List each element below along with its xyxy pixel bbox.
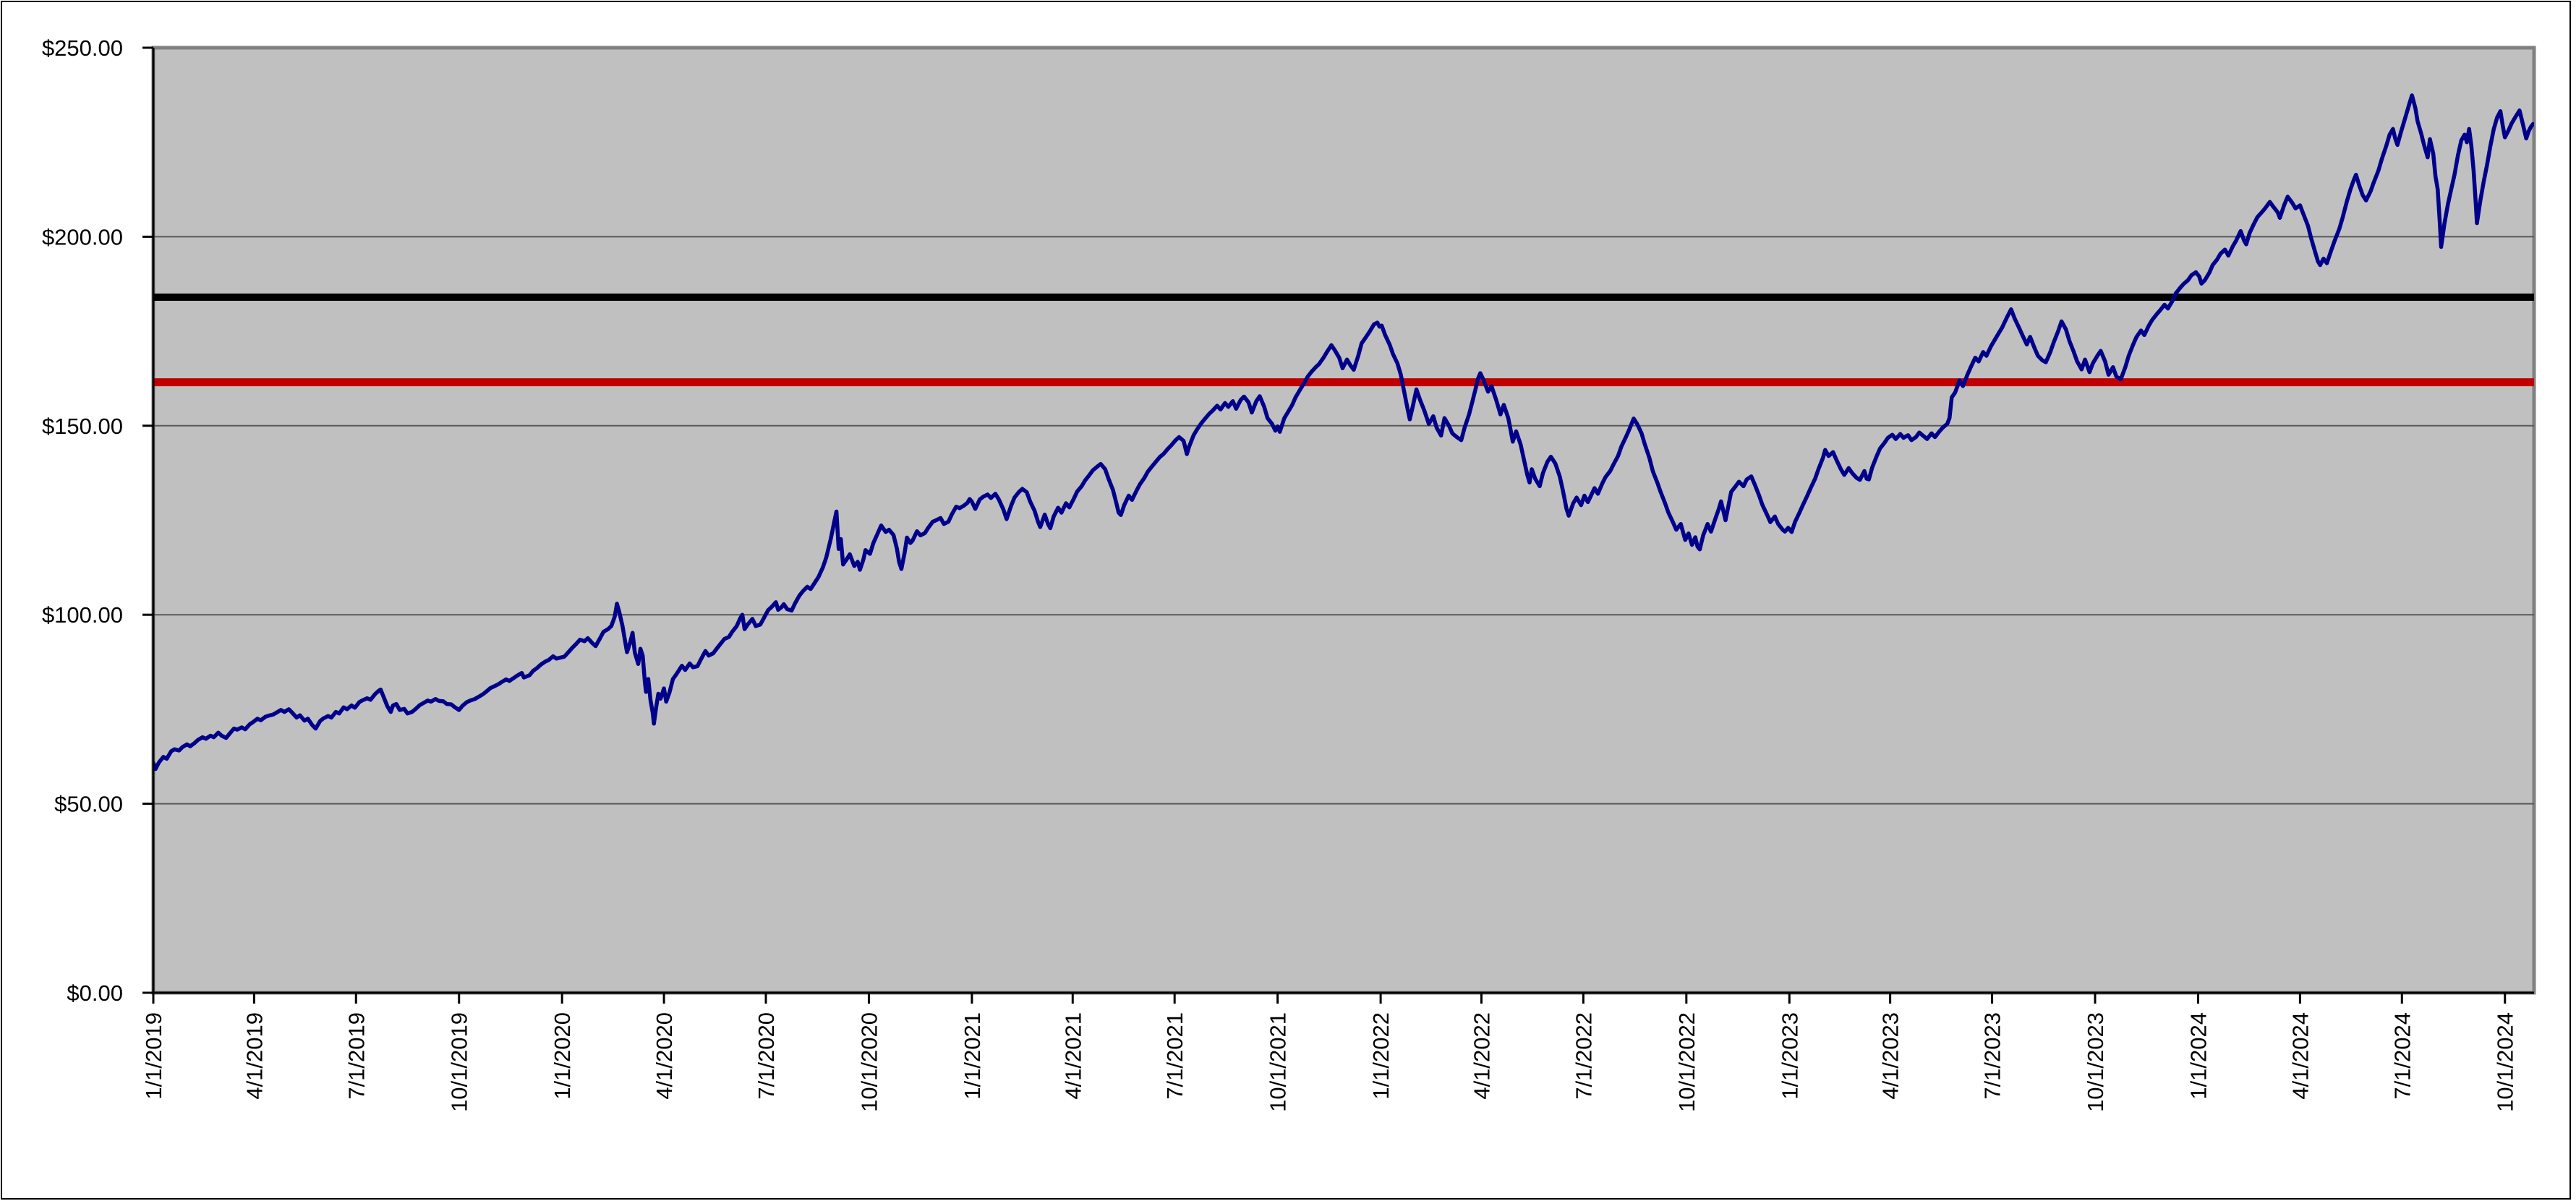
x-tick-label: 7/1/2024 xyxy=(2389,1012,2415,1100)
y-tick-label: $0.00 xyxy=(67,980,123,1006)
x-tick-label: 4/1/2020 xyxy=(652,1012,677,1100)
x-tick-label: 7/1/2021 xyxy=(1162,1012,1187,1100)
x-tick-label: 4/1/2021 xyxy=(1060,1012,1086,1100)
x-tick-label: 1/1/2022 xyxy=(1368,1012,1394,1100)
x-tick-label: 4/1/2022 xyxy=(1469,1012,1494,1100)
x-tick-label: 7/1/2023 xyxy=(1980,1012,2005,1100)
y-tick-label: $50.00 xyxy=(54,792,123,817)
y-tick-label: $200.00 xyxy=(42,224,123,249)
x-tick-label: 4/1/2024 xyxy=(2287,1012,2313,1100)
x-tick-label: 4/1/2023 xyxy=(1878,1012,1903,1100)
x-tick-label: 10/1/2022 xyxy=(1674,1012,1699,1112)
x-tick-label: 1/1/2020 xyxy=(550,1012,575,1100)
x-tick-label: 1/1/2021 xyxy=(960,1012,985,1100)
x-tick-label: 10/1/2021 xyxy=(1266,1012,1291,1112)
x-tick-label: 7/1/2022 xyxy=(1571,1012,1596,1100)
x-tick-label: 1/1/2019 xyxy=(141,1012,166,1100)
x-tick-label: 7/1/2020 xyxy=(754,1012,779,1100)
y-tick-label: $150.00 xyxy=(42,414,123,439)
price-line xyxy=(153,93,2534,772)
x-tick-label: 7/1/2019 xyxy=(344,1012,369,1100)
x-tick-label: 4/1/2019 xyxy=(242,1012,267,1100)
x-tick-label: 10/1/2023 xyxy=(2083,1012,2108,1112)
x-tick-label: 10/1/2020 xyxy=(856,1012,882,1112)
x-tick-label: 10/1/2024 xyxy=(2493,1012,2518,1112)
x-tick-label: 1/1/2024 xyxy=(2185,1012,2211,1100)
x-tick-label: 10/1/2019 xyxy=(447,1012,472,1112)
x-tick-label: 1/1/2023 xyxy=(1777,1012,1802,1100)
y-tick-label: $100.00 xyxy=(42,602,123,628)
plot-area xyxy=(151,46,2536,995)
y-tick-label: $250.00 xyxy=(42,35,123,61)
